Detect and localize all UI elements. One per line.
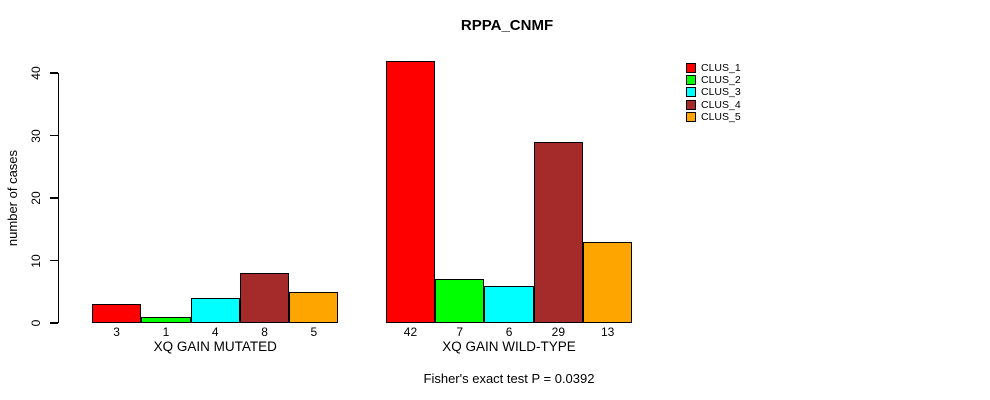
legend-item: CLUS_2: [686, 74, 741, 86]
y-tick-label: 0: [29, 319, 43, 327]
bar-clus_1-group2: [385, 60, 436, 323]
bar-value-label: 42: [403, 325, 418, 339]
group-label: XQ GAIN WILD-TYPE: [442, 339, 576, 354]
legend-item: CLUS_3: [686, 86, 741, 98]
y-tick-label: 40: [29, 66, 43, 80]
y-tick-mark: [50, 259, 58, 262]
bar-value-label: 13: [600, 325, 615, 339]
legend-item: CLUS_4: [686, 99, 741, 111]
stat-annotation: Fisher's exact test P = 0.0392: [423, 371, 595, 386]
bar-clus_5-group2: [583, 241, 633, 323]
bar-clus_2-group2: [435, 279, 485, 323]
bar-value-label: 8: [261, 325, 268, 339]
bar-clus_3-group1: [190, 298, 240, 323]
legend-item: CLUS_5: [686, 111, 741, 123]
bar-value-label: 1: [162, 325, 170, 339]
chart-title: RPPA_CNMF: [460, 17, 554, 34]
legend-swatch: [686, 99, 696, 110]
bar-clus_5-group1: [289, 291, 339, 323]
bar-clus_2-group1: [141, 316, 191, 323]
bar-clus_4-group2: [533, 141, 583, 323]
legend-label: CLUS_1: [701, 62, 741, 75]
legend-label: CLUS_3: [701, 86, 741, 99]
y-axis: [57, 73, 59, 323]
y-axis-label: number of cases: [5, 149, 20, 247]
legend-swatch: [686, 87, 696, 98]
bar-value-label: 6: [505, 325, 513, 339]
bar-value-label: 4: [211, 325, 219, 339]
bar-clus_3-group2: [484, 285, 534, 323]
y-tick-label: 20: [29, 191, 43, 205]
legend-label: CLUS_5: [701, 110, 741, 123]
legend: CLUS_1 CLUS_2 CLUS_3 CLUS_4 CLUS_5: [686, 62, 741, 123]
legend-label: CLUS_2: [701, 74, 741, 87]
bar-value-label: 3: [113, 325, 120, 339]
bar-value-label: 7: [456, 325, 464, 339]
legend-swatch: [686, 111, 696, 122]
y-tick-label: 30: [29, 128, 43, 143]
y-tick-mark: [50, 197, 58, 199]
bar-value-label: 5: [310, 325, 318, 339]
legend-label: CLUS_4: [701, 98, 741, 111]
bar-clus_1-group1: [92, 304, 142, 323]
group-label: XQ GAIN MUTATED: [153, 339, 277, 354]
y-tick-mark: [50, 72, 58, 74]
legend-item: CLUS_1: [686, 62, 741, 74]
y-tick-label: 10: [29, 253, 43, 268]
bar-clus_4-group1: [239, 273, 290, 323]
legend-swatch: [686, 63, 696, 74]
bar-value-label: 29: [551, 325, 566, 339]
y-tick-mark: [50, 134, 58, 137]
legend-swatch: [686, 75, 696, 86]
y-tick-mark: [50, 322, 58, 324]
